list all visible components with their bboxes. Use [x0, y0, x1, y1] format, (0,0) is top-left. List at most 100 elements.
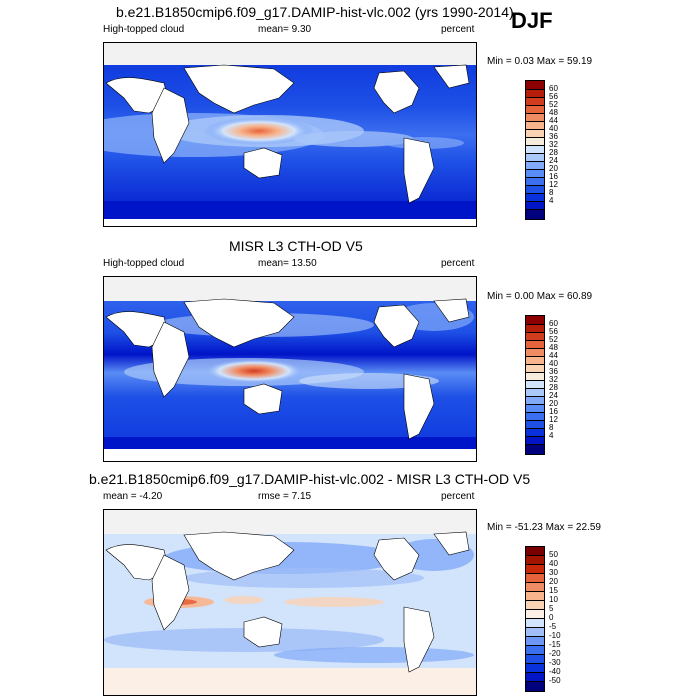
cbar1-tick-label: 52 — [549, 100, 558, 109]
panel2-title: MISR L3 CTH-OD V5 — [229, 238, 363, 254]
cbar2-tick-label: 48 — [549, 343, 558, 352]
cbar2-seg — [526, 445, 544, 454]
cbar2-tick-label: 56 — [549, 327, 558, 336]
cbar1-tick-label: 56 — [549, 92, 558, 101]
cbar3-seg — [526, 646, 544, 655]
cbar3-tick-label: 15 — [549, 586, 558, 595]
cbar2-seg — [526, 421, 544, 429]
panel3-left-label: mean = -4.20 — [103, 491, 163, 502]
cbar3-seg — [526, 547, 544, 556]
cbar1-tick-label: 48 — [549, 108, 558, 117]
cbar1-tick-label: 40 — [549, 124, 558, 133]
panel3-minmax: Min = -51.23 Max = 22.59 — [487, 522, 601, 533]
panel1-left-label: High-topped cloud — [103, 24, 185, 35]
cbar1-seg — [526, 90, 544, 98]
cbar2-seg — [526, 381, 544, 389]
cbar3-seg — [526, 565, 544, 574]
cbar2-seg — [526, 373, 544, 381]
panel2-left-label: High-topped cloud — [103, 258, 185, 269]
cbar3-tick-label: 50 — [549, 550, 558, 559]
cbar3-seg — [526, 556, 544, 565]
season-label: DJF — [511, 8, 553, 33]
cbar2-seg — [526, 325, 544, 333]
cbar1-seg — [526, 122, 544, 130]
cbar3-seg — [526, 628, 544, 637]
cbar3-tick-label: 0 — [549, 613, 554, 622]
cbar1-seg — [526, 210, 544, 219]
cbar2-seg — [526, 429, 544, 437]
cbar3-tick-label: -15 — [549, 640, 561, 649]
cbar1-seg — [526, 130, 544, 138]
panel3-title: b.e21.B1850cmip6.f09_g17.DAMIP-hist-vlc.… — [89, 471, 531, 487]
cbar3-seg — [526, 574, 544, 583]
panel3-colorbar-box — [525, 546, 545, 692]
panel1-colorbar-box — [525, 80, 545, 220]
cbar1-tick-label: 28 — [549, 148, 558, 157]
cbar2-seg — [526, 397, 544, 405]
cbar1-seg — [526, 81, 544, 90]
cbar3-seg — [526, 610, 544, 619]
cbar1-tick-label: 4 — [549, 196, 554, 205]
cbar3-seg — [526, 637, 544, 646]
panel2-map — [103, 276, 477, 462]
cbar1-seg — [526, 154, 544, 162]
cbar3-seg — [526, 583, 544, 592]
cbar1-seg — [526, 178, 544, 186]
cbar1-seg — [526, 202, 544, 210]
cbar1-tick-label: 36 — [549, 132, 558, 141]
cbar1-seg — [526, 186, 544, 194]
panel1-map — [103, 42, 477, 227]
cbar3-tick-label: 40 — [549, 559, 558, 568]
cbar1-seg — [526, 162, 544, 170]
panel2-colorbar-box — [525, 315, 545, 455]
cbar2-seg — [526, 389, 544, 397]
cbar2-tick-label: 28 — [549, 383, 558, 392]
cbar3-seg — [526, 619, 544, 628]
cbar2-tick-label: 40 — [549, 359, 558, 368]
cbar2-tick-label: 16 — [549, 407, 558, 416]
cbar2-seg — [526, 437, 544, 445]
cbar3-tick-label: 20 — [549, 577, 558, 586]
cbar1-seg — [526, 170, 544, 178]
panel1-minmax: Min = 0.03 Max = 59.19 — [487, 56, 593, 67]
cbar1-seg — [526, 138, 544, 146]
panel2-center-label: mean= 13.50 — [258, 258, 317, 269]
panel3-map — [103, 509, 477, 696]
cbar2-tick-label: 24 — [549, 391, 558, 400]
cbar2-seg — [526, 357, 544, 365]
cbar3-tick-label: -40 — [549, 667, 561, 676]
cbar2-tick-label: 12 — [549, 415, 558, 424]
cbar1-tick-label: 16 — [549, 172, 558, 181]
panel1-title: b.e21.B1850cmip6.f09_g17.DAMIP-hist-vlc.… — [116, 4, 514, 20]
panel3-right-label: percent — [441, 491, 475, 502]
cbar2-tick-label: 32 — [549, 375, 558, 384]
cbar2-tick-label: 44 — [549, 351, 558, 360]
cbar1-tick-label: 24 — [549, 156, 558, 165]
cbar2-seg — [526, 341, 544, 349]
cbar1-seg — [526, 114, 544, 122]
cbar1-seg — [526, 146, 544, 154]
cbar2-seg — [526, 413, 544, 421]
cbar3-tick-label: -30 — [549, 658, 561, 667]
cbar2-tick-label: 60 — [549, 319, 558, 328]
cbar2-tick-label: 4 — [549, 431, 554, 440]
cbar3-tick-label: -20 — [549, 649, 561, 658]
cbar1-tick-label: 8 — [549, 188, 554, 197]
cbar1-seg — [526, 194, 544, 202]
panel3-center-label: rmse = 7.15 — [258, 491, 312, 502]
cbar3-tick-label: 10 — [549, 595, 558, 604]
cbar2-tick-label: 20 — [549, 399, 558, 408]
cbar3-seg — [526, 601, 544, 610]
cbar2-seg — [526, 316, 544, 325]
cbar3-tick-label: -10 — [549, 631, 561, 640]
cbar2-seg — [526, 333, 544, 341]
cbar2-seg — [526, 405, 544, 413]
cbar3-tick-label: -50 — [549, 676, 561, 685]
cbar3-tick-label: 30 — [549, 568, 558, 577]
panel2-map-svg — [104, 277, 476, 461]
cbar1-tick-label: 20 — [549, 164, 558, 173]
cbar2-seg — [526, 365, 544, 373]
cbar3-seg — [526, 592, 544, 601]
cbar3-seg — [526, 655, 544, 664]
panel2-minmax: Min = 0.00 Max = 60.89 — [487, 291, 593, 302]
